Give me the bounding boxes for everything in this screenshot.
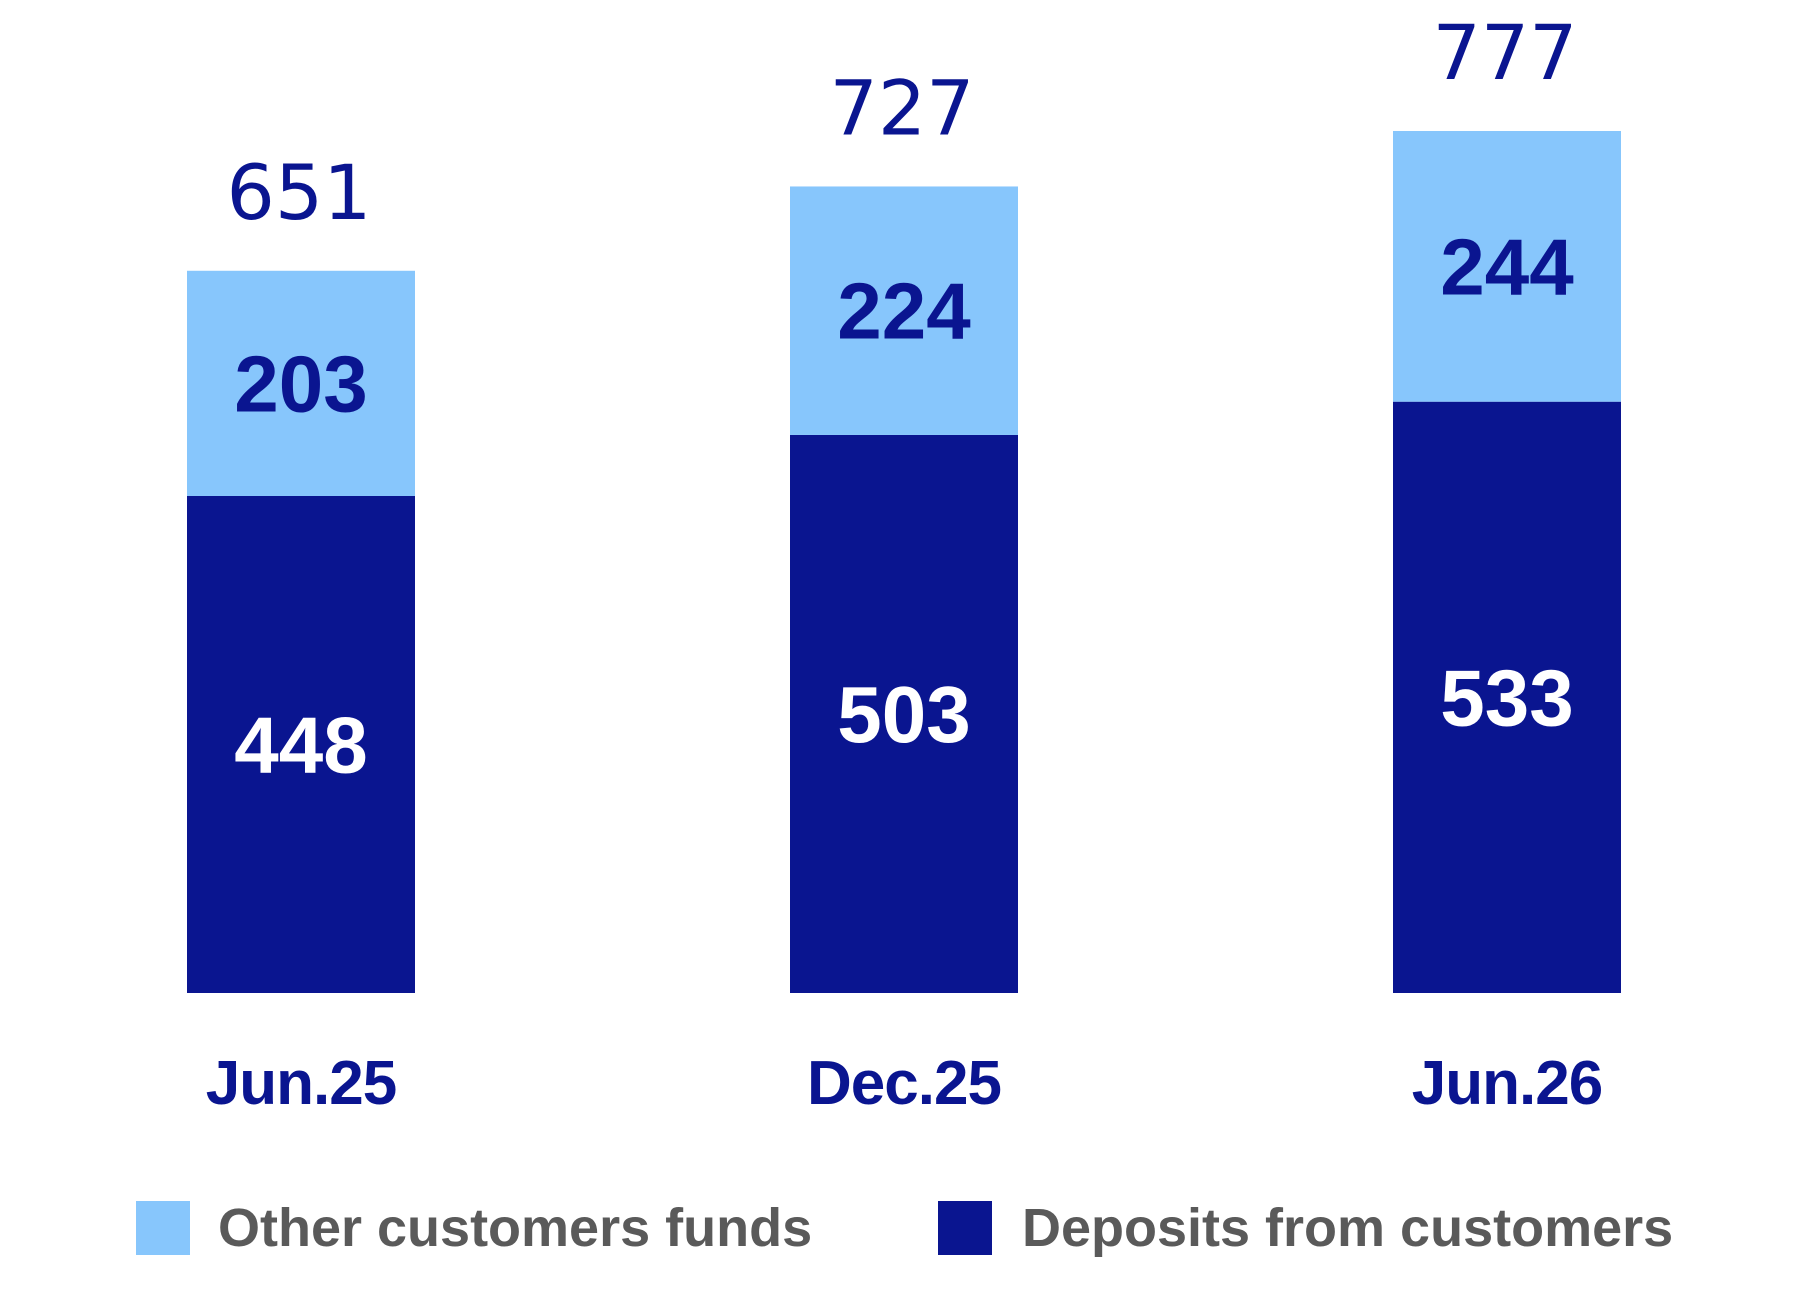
bar-segment-other-funds: [790, 186, 1018, 435]
total-label: 777: [1432, 8, 1577, 97]
legend-swatch-other-funds: [136, 1201, 190, 1255]
data-label-other-funds: 244: [1440, 222, 1574, 311]
data-label-deposits: 448: [234, 700, 367, 789]
total-label: 651: [226, 148, 371, 237]
data-label-other-funds: 224: [837, 267, 971, 356]
legend-label-other-funds: Other customers funds: [218, 1198, 812, 1258]
data-label-other-funds: 203: [234, 339, 367, 428]
bar-segment-other-funds: [1393, 130, 1621, 402]
labels-layer: 448 203 651 503 224 727 533 244 777: [226, 8, 1577, 789]
legend: Other customers funds Deposits from custo…: [136, 1198, 1673, 1258]
bars-layer: [187, 130, 1621, 993]
bar-segment-deposits: [187, 495, 415, 993]
bar-segment-deposits: [1393, 401, 1621, 993]
category-label: Dec.25: [807, 1049, 1001, 1118]
bar-segment-other-funds: [187, 270, 415, 496]
data-label-deposits: 503: [837, 670, 970, 759]
category-axis: Jun.25 Dec.25 Jun.26: [206, 1049, 1603, 1118]
total-label: 727: [829, 63, 974, 152]
bar-segment-deposits: [790, 434, 1018, 993]
data-label-deposits: 533: [1440, 653, 1573, 742]
legend-swatch-deposits: [938, 1201, 992, 1255]
legend-label-deposits: Deposits from customers: [1022, 1198, 1673, 1258]
category-label: Jun.25: [206, 1049, 396, 1118]
category-label: Jun.26: [1412, 1049, 1602, 1118]
